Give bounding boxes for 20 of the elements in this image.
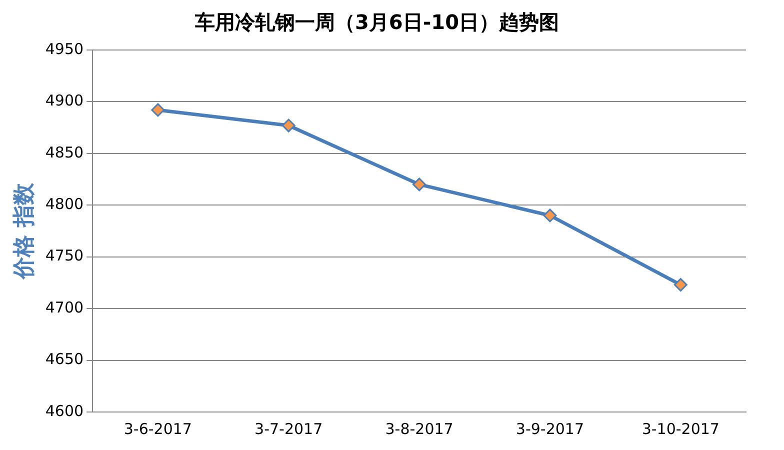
point <box>151 103 165 117</box>
y-tick-label: 4800 <box>45 195 84 214</box>
y-tick-label: 4850 <box>45 143 84 162</box>
y-tick-label: 4950 <box>45 40 84 58</box>
x-tick-label: 3-10-2017 <box>642 420 720 438</box>
chart-title: 车用冷轧钢一周（3月6日-10日）趋势图 <box>194 10 559 34</box>
y-tick-label: 4650 <box>45 350 84 368</box>
y-tick-label: 4750 <box>45 246 84 265</box>
x-tick-label: 3-6-2017 <box>124 420 192 438</box>
x-tick-label: 3-7-2017 <box>254 420 323 438</box>
y-axis-title: 价格 指数 <box>12 182 37 280</box>
point <box>674 278 688 292</box>
y-tick-label: 4900 <box>45 92 84 110</box>
point <box>412 178 426 192</box>
y-tick-label: 4700 <box>45 298 84 316</box>
y-tick-label: 4600 <box>45 402 84 420</box>
point <box>543 208 557 222</box>
x-tick-label: 3-9-2017 <box>516 420 584 438</box>
x-tick-label: 3-8-2017 <box>385 420 454 438</box>
point <box>282 118 296 132</box>
